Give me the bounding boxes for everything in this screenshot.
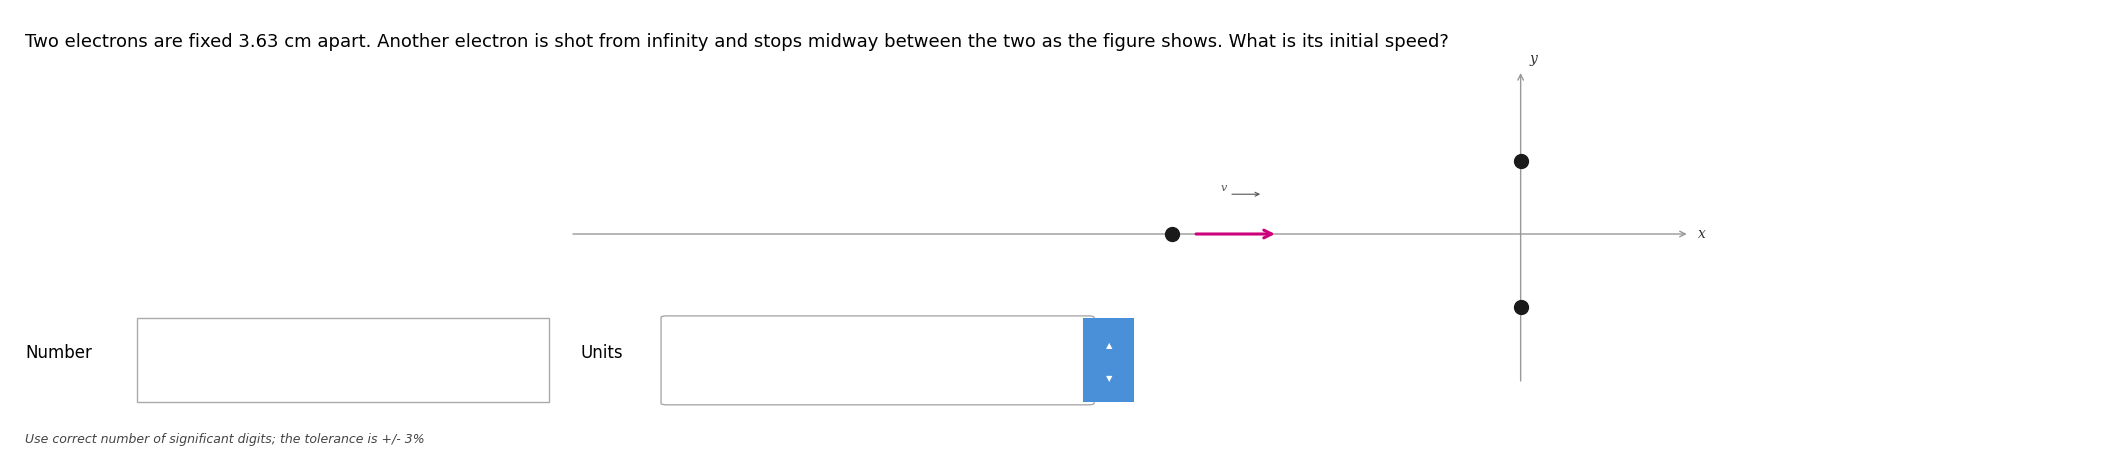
FancyBboxPatch shape [661,316,1094,405]
FancyBboxPatch shape [137,318,549,402]
FancyBboxPatch shape [1083,318,1134,402]
Text: Units: Units [581,344,623,362]
Text: ▲: ▲ [1105,341,1113,350]
Text: v: v [1221,183,1227,193]
Text: y: y [1529,51,1538,66]
Text: Two electrons are fixed 3.63 cm apart. Another electron is shot from infinity an: Two electrons are fixed 3.63 cm apart. A… [25,33,1449,51]
Text: Use correct number of significant digits; the tolerance is +/- 3%: Use correct number of significant digits… [25,433,425,446]
Text: ▼: ▼ [1105,374,1113,383]
Text: x: x [1698,227,1706,241]
Text: Number: Number [25,344,93,362]
